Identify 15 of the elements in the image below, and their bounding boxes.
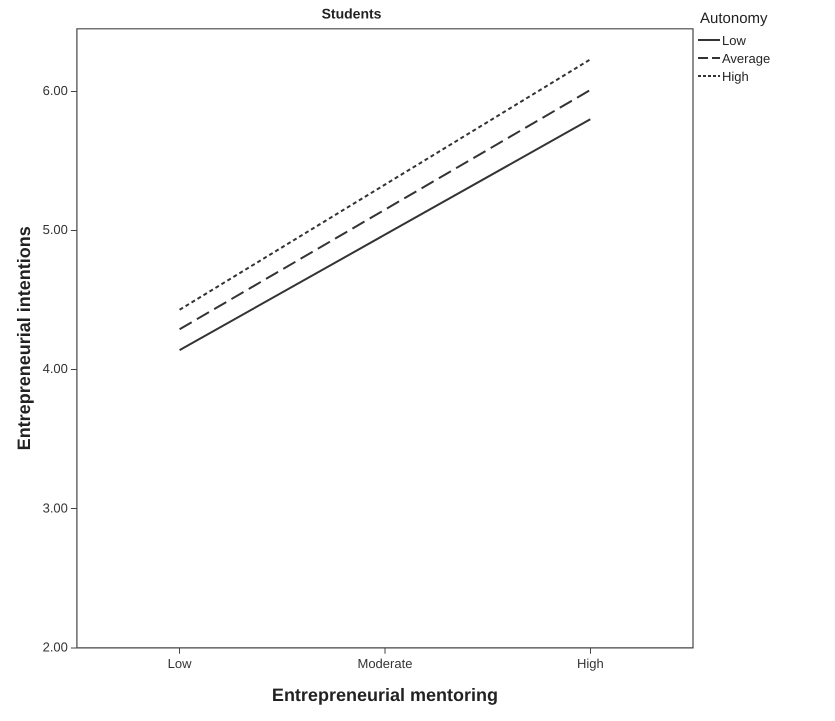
y-tick-label: 6.00	[42, 82, 68, 98]
x-tick-label: High	[576, 656, 604, 672]
legend-title: Autonomy	[700, 10, 769, 27]
x-tick-label: Moderate	[357, 656, 412, 672]
x-axis-title: Entrepreneurial mentoring	[272, 685, 498, 706]
y-tick-label: 3.00	[42, 500, 68, 516]
chart-title: Students	[322, 5, 382, 22]
legend-label: Low	[722, 32, 746, 48]
y-tick-label: 5.00	[42, 222, 68, 238]
y-tick-label: 4.00	[42, 361, 68, 376]
y-tick-label: 2.00	[42, 639, 68, 654]
y-axis-title: Entrepreneurial intentions	[14, 226, 34, 450]
legend-label: Average	[722, 50, 770, 66]
legend-label: High	[722, 68, 749, 84]
x-tick-label: Low	[168, 656, 192, 672]
